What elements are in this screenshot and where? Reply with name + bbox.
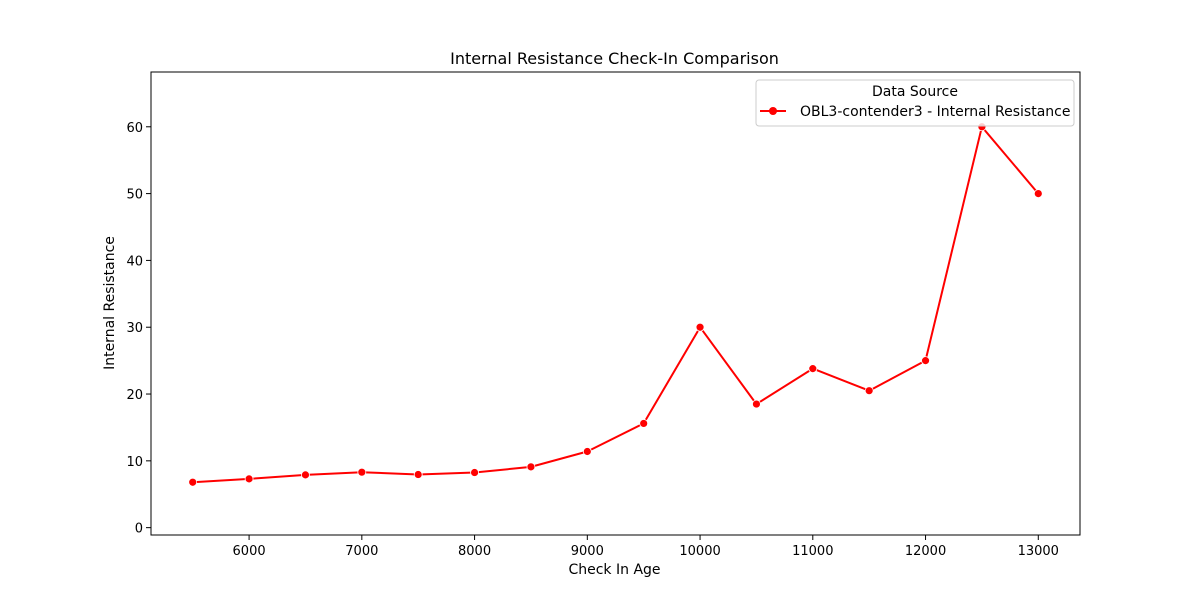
legend-entry-label: OBL3-contender3 - Internal Resistance: [800, 104, 1070, 120]
x-tick-label: 6000: [233, 544, 266, 559]
chart-title: Internal Resistance Check-In Comparison: [450, 49, 779, 68]
y-tick-label: 50: [126, 188, 143, 203]
legend-point-marker: [769, 107, 777, 115]
x-axis-label: Check In Age: [568, 562, 660, 578]
y-axis-label: Internal Resistance: [102, 236, 118, 370]
y-tick-label: 40: [126, 254, 143, 269]
data-point: [752, 399, 761, 409]
legend-title: Data Source: [872, 84, 958, 100]
x-axis: 6000 7000 8000 9000 10000 11000 12000 13000: [233, 535, 1059, 559]
legend-box: [755, 79, 1075, 127]
legend: Data Source OBL3-contender3 - Internal R…: [755, 79, 1075, 127]
data-point: [1033, 189, 1043, 198]
x-tick-label: 12000: [905, 544, 946, 559]
data-point: [413, 470, 423, 479]
data-point: [808, 364, 818, 374]
x-tick-label: 13000: [1018, 544, 1059, 559]
y-axis: 0 10 20 30 40 50 60: [126, 121, 151, 537]
data-point: [864, 386, 874, 396]
data-point: [582, 447, 592, 456]
x-tick-label: 9000: [571, 544, 604, 559]
data-point: [921, 356, 930, 366]
y-tick-label: 0: [135, 522, 143, 537]
y-tick-label: 30: [126, 321, 143, 336]
series-line: [192, 125, 1040, 484]
data-point: [244, 474, 254, 484]
series-layer: [188, 122, 1043, 487]
data-point: [301, 470, 310, 480]
plot-area-frame: [150, 71, 1081, 536]
data-point: [357, 467, 367, 477]
x-tick-label: 10000: [679, 544, 720, 559]
x-tick-label: 11000: [792, 544, 833, 559]
data-point: [470, 468, 479, 477]
x-tick-label: 8000: [458, 544, 491, 559]
y-tick-label: 60: [126, 121, 143, 136]
data-point: [526, 462, 536, 472]
y-tick-label: 20: [126, 388, 143, 403]
data-point: [188, 477, 198, 487]
x-tick-label: 7000: [345, 544, 378, 559]
data-point: [695, 322, 705, 332]
data-point: [639, 419, 649, 428]
y-tick-label: 10: [126, 455, 143, 470]
